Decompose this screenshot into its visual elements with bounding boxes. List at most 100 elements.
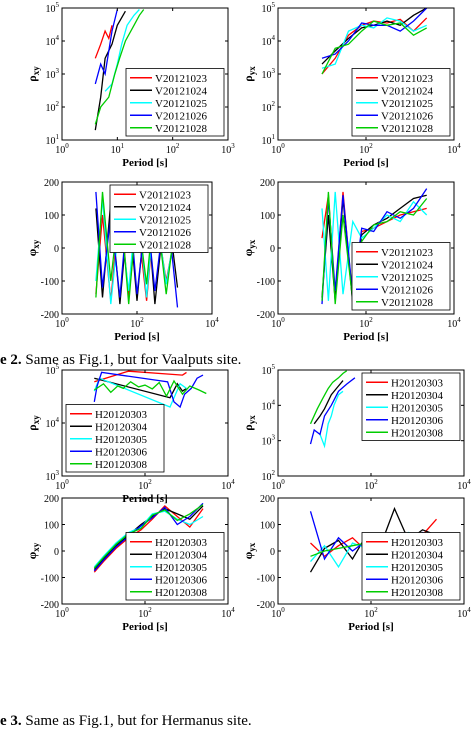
y-tick-label: 105 xyxy=(262,363,276,377)
series-group xyxy=(93,370,207,409)
x-tick-label: 104 xyxy=(457,478,471,492)
x-tick-label: 100 xyxy=(271,316,285,330)
legend-label-2: V20121024 xyxy=(155,85,207,97)
legend-label-2: H20120304 xyxy=(391,390,443,402)
series-line-3 xyxy=(319,390,344,449)
legend-label-3: H20120305 xyxy=(391,562,443,574)
y-tick-label: -100 xyxy=(41,277,59,288)
y-tick-label: 104 xyxy=(262,34,276,48)
y-tick-label: 0 xyxy=(270,547,275,558)
y-tick-label: 105 xyxy=(262,1,276,15)
legend: H20120303H20120304H20120305H20120306H201… xyxy=(361,372,461,441)
figure-3-caption: e 3. Same as Fig.1, but for Hermanus sit… xyxy=(0,713,252,730)
y-tick-label: 0 xyxy=(54,244,59,255)
legend-label-5: V20121028 xyxy=(139,239,191,251)
legend-label-1: V20121023 xyxy=(381,73,433,85)
x-tick-label: 100 xyxy=(55,606,69,620)
chart-p3: 100 102 104 -200 -100 0 100 200 Period [s] φxy V20… xyxy=(25,178,219,343)
legend-label-3: H20120305 xyxy=(95,434,147,446)
y-axis-label: ρxy xyxy=(25,66,41,82)
y-tick-label: -200 xyxy=(41,310,59,321)
x-tick-label: 104 xyxy=(221,478,235,492)
chart-p4: 100 102 104 -200 -100 0 100 200 Period [s] φyx V20… xyxy=(241,178,461,343)
legend-label-4: V20121026 xyxy=(381,110,433,122)
x-tick-label: 102 xyxy=(364,478,378,492)
y-tick-label: 0 xyxy=(54,547,59,558)
y-tick-label: -100 xyxy=(41,574,59,585)
series-group xyxy=(93,502,204,573)
legend-label-5: V20121028 xyxy=(155,123,207,135)
x-tick-label: 100 xyxy=(271,606,285,620)
y-tick-label: 103 xyxy=(262,67,276,81)
legend-label-4: H20120306 xyxy=(155,574,207,586)
x-tick-label: 104 xyxy=(205,316,219,330)
series-line-5 xyxy=(93,504,204,569)
legend-label-2: H20120304 xyxy=(391,549,443,561)
y-tick-label: -200 xyxy=(257,310,275,321)
x-tick-label: 100 xyxy=(271,478,285,492)
legend-label-3: V20121025 xyxy=(139,214,191,226)
legend: V20121023V20121024V20121025V20121026V201… xyxy=(125,68,225,137)
legend-label-4: H20120306 xyxy=(391,574,443,586)
x-tick-label: 100 xyxy=(55,142,69,156)
series-line-4 xyxy=(309,377,356,445)
x-tick-label: 102 xyxy=(359,142,373,156)
legend-label-2: V20121024 xyxy=(381,259,433,271)
figure-2-caption: e 2. Same as Fig.1, but for Vaalputs sit… xyxy=(0,352,241,369)
x-tick-label: 103 xyxy=(221,142,235,156)
x-tick-label: 102 xyxy=(138,478,152,492)
legend-label-5: V20121028 xyxy=(381,123,433,135)
y-axis-label: ρyx xyxy=(241,415,257,431)
y-tick-label: 102 xyxy=(262,469,276,483)
legend-label-3: V20121025 xyxy=(381,272,433,284)
x-tick-label: 102 xyxy=(138,606,152,620)
x-tick-label: 102 xyxy=(166,142,180,156)
legend-label-4: H20120306 xyxy=(391,415,443,427)
y-tick-label: 103 xyxy=(46,67,60,81)
figure-2-number: e 2. xyxy=(0,352,22,368)
legend-label-4: H20120306 xyxy=(95,446,147,458)
legend-label-1: H20120303 xyxy=(391,537,443,549)
y-tick-label: 200 xyxy=(44,494,59,505)
legend-label-2: V20121024 xyxy=(139,202,191,214)
legend: H20120303H20120304H20120305H20120306H201… xyxy=(125,532,225,601)
series-line-4 xyxy=(94,9,118,85)
figure-2-text: Same as Fig.1, but for Vaalputs site. xyxy=(21,352,242,368)
series-line-1 xyxy=(94,370,187,383)
series-line-2 xyxy=(94,377,187,399)
series-group xyxy=(94,9,145,131)
y-axis-label: ρyx xyxy=(241,66,257,82)
x-axis-label: Period [s] xyxy=(343,157,389,169)
legend-label-5: H20120308 xyxy=(391,587,443,599)
legend-label-5: H20120308 xyxy=(95,459,147,471)
legend: V20121023V20121024V20121025V20121026V201… xyxy=(351,242,451,311)
y-tick-label: -200 xyxy=(41,600,59,611)
series-line-4 xyxy=(93,371,204,409)
legend-label-5: H20120308 xyxy=(155,587,207,599)
x-tick-label: 104 xyxy=(447,142,461,156)
y-tick-label: 200 xyxy=(260,494,275,505)
x-axis-label: Period [s] xyxy=(114,331,160,343)
y-tick-label: 0 xyxy=(270,244,275,255)
y-tick-label: 103 xyxy=(46,469,60,483)
x-tick-label: 102 xyxy=(364,606,378,620)
y-axis-label: φyx xyxy=(241,239,257,256)
series-line-5 xyxy=(321,20,428,75)
legend-label-3: H20120305 xyxy=(391,402,443,414)
y-tick-label: 103 xyxy=(262,434,276,448)
legend: H20120303H20120304H20120305H20120306H201… xyxy=(65,404,165,473)
series-line-2 xyxy=(313,380,344,425)
legend-label-2: V20121024 xyxy=(381,85,433,97)
y-tick-label: 200 xyxy=(44,178,59,189)
series-group xyxy=(321,188,428,305)
chart-p7: 100 102 104 -200 -100 0 100 200 Period [s] φxy H20… xyxy=(25,494,235,633)
series-line-5 xyxy=(309,370,348,425)
x-axis-label: Period [s] xyxy=(122,621,168,633)
chart-p6: 100 102 104102103104105ρyxH20120303H201203… xyxy=(241,363,471,492)
series-line-3 xyxy=(321,17,427,69)
chart-p8: 100 102 104 -200 -100 0 100 200 Period [s] φyx H20… xyxy=(241,494,471,633)
series-line-4 xyxy=(321,8,428,59)
